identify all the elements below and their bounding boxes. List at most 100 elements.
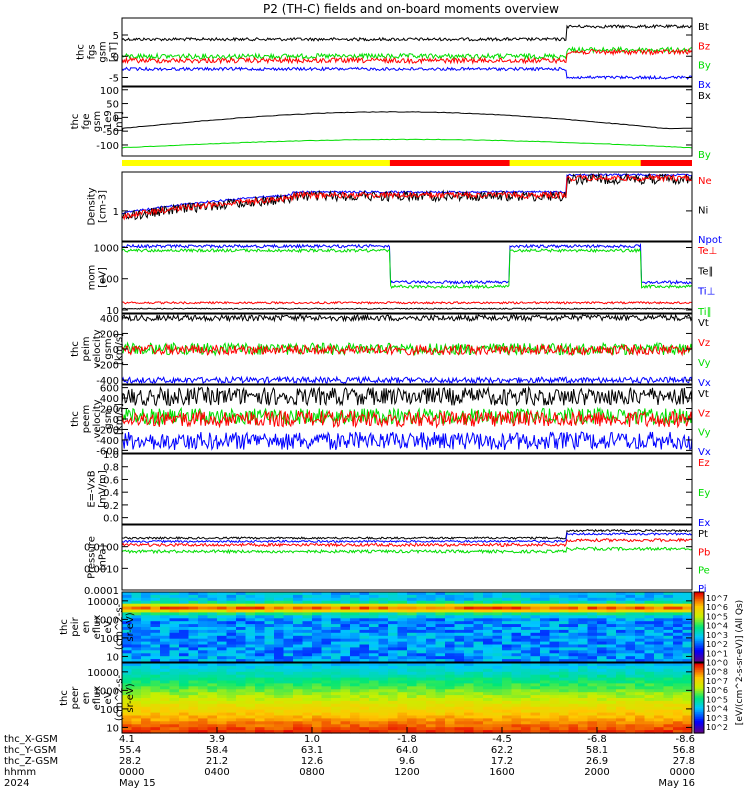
ytick-label-peim: -400 <box>96 376 119 387</box>
ylabel-line: peir <box>70 616 81 636</box>
ylabel-line: en <box>81 621 92 634</box>
colorbar-tick: 10^7 <box>706 677 728 686</box>
ylabel-line: Density <box>87 187 98 225</box>
colorbar-tick: 10^2 <box>706 723 728 732</box>
panel-frame-pressure <box>121 524 693 591</box>
xtick-label-hhmm: 2000 <box>584 767 609 778</box>
legend-peem-1: Vz <box>698 408 710 419</box>
series-bz <box>121 48 693 65</box>
ytick-label-peim: -200 <box>96 361 119 372</box>
colorbar-tick: 10^2 <box>706 640 728 649</box>
legend-density-2: Npot <box>698 235 722 246</box>
ytick-label-peem: -400 <box>96 436 119 447</box>
legend-peem-0: Vt <box>698 389 709 400</box>
ylabel-line: gsm <box>92 111 103 132</box>
legend-fge-0: Bx <box>698 91 711 102</box>
legend-fgs-3: Bx <box>698 80 711 91</box>
chart-title: P2 (TH-C) fields and on-board moments ov… <box>263 2 559 16</box>
mode-bar-red-1 <box>389 160 510 166</box>
series-vz <box>121 409 693 429</box>
ytick-label-fgs: 0 <box>113 52 119 63</box>
ylabel-density: Density [cm-3] <box>87 187 109 225</box>
legend-density-1: Ni <box>698 206 708 217</box>
series-te-par <box>121 307 693 310</box>
legend-peem-2: Vy <box>698 428 711 439</box>
ytick-label-fgs: 5 <box>113 31 119 42</box>
xaxis-row-label: hhmm <box>4 767 36 778</box>
ylabel-line: en <box>81 692 92 705</box>
colorbar-tick: 10^4 <box>706 622 728 631</box>
series-bx <box>121 66 693 81</box>
ylabel-line: thc <box>59 690 70 706</box>
ytick-label-fge: -50 <box>103 127 119 138</box>
ylabel-line: gsm <box>103 408 114 429</box>
legend-fgs-2: By <box>698 61 711 72</box>
ylabel-line: peem <box>81 405 92 433</box>
ylabel-temp: mom [eV] <box>87 265 109 291</box>
legend-peim-0: Vt <box>698 318 709 329</box>
series-pt <box>121 528 693 541</box>
legend-peim-3: Vx <box>698 378 711 389</box>
ytick-label-peem: 200 <box>100 405 119 416</box>
colorbar-tick: 10^5 <box>706 695 728 704</box>
mode-bar-red-2 <box>640 160 692 166</box>
ylabel-line: gsm <box>98 41 109 62</box>
xtick-label-hhmm: 0000 <box>119 767 144 778</box>
ylabel-line: velocity <box>92 399 103 438</box>
panel-efield: 1.0 0.80.6 0.4 0.2 0.0 E=-VxB [mV/m] Ez Ey Ex <box>87 450 711 529</box>
xtick-label-x: 3.9 <box>209 734 225 745</box>
ylabel-line: thc <box>59 619 70 635</box>
panel-frame-fgs <box>121 17 693 87</box>
ylabel-peem: thc peem velocity gsm [km/s] <box>70 399 125 438</box>
xtick-label-hhmm: 1600 <box>489 767 514 778</box>
series-bt <box>121 23 693 42</box>
panel-peim: 400 200 0 -200 -400 thc peim velocity gsm [km/s] V… <box>70 313 711 389</box>
xtick-label-y: 55.4 <box>119 745 141 756</box>
series-vt <box>121 313 693 323</box>
legend-fge-1: By <box>698 150 711 161</box>
xtick-label-x: -1.8 <box>397 734 417 745</box>
ylabel-peim: thc peim velocity gsm [km/s] <box>70 329 125 368</box>
ytick-label-peir: 1000 <box>94 615 119 626</box>
ylabel-line: peer <box>70 686 81 710</box>
xtick-label-x: -8.6 <box>675 734 695 745</box>
series-vx <box>121 431 693 451</box>
ytick-label-peer: 10000 <box>87 668 119 679</box>
ytick-label-density: 1 <box>113 207 119 218</box>
ylabel-line: [eV] <box>98 267 109 288</box>
ylabel-line: [mV/m] <box>98 470 109 508</box>
ylabel-line: (cm^2-s- <box>114 674 125 721</box>
panel-temp: 1000 100 10 mom [eV] Te⊥ Te∥ Ti⊥ Ti∥ <box>87 241 717 318</box>
xtick-label-x: -4.5 <box>492 734 512 745</box>
colorbar-tick: 10^6 <box>706 603 728 612</box>
colorbar-tick: 10^8 <box>706 668 728 677</box>
ylabel-line: [km/s] <box>114 333 125 365</box>
ylabel-fge: thc fge gsm -1e9 [nT] <box>70 110 125 133</box>
xtick-label-date: May 15 <box>119 778 156 789</box>
xtick-label-hhmm: 0000 <box>670 767 695 778</box>
xtick-label-hhmm: 0800 <box>299 767 324 778</box>
series-ne <box>121 173 693 221</box>
ytick-label-peem: 400 <box>100 394 119 405</box>
ytick-label-pressure: 0.0010 <box>84 564 119 575</box>
ylabel-efield: E=-VxB [mV/m] <box>87 470 109 508</box>
xtick-label-date: May 16 <box>658 778 695 789</box>
legend-peim-1: Vz <box>698 338 710 349</box>
colorbar-label: [eV/(cm^2-s-sr-eV)] (All Qs) <box>735 600 745 725</box>
ylabel-peir: thc peir en eflux eV (cm^2-s-sr-eV) <box>59 603 136 650</box>
spectrogram-peir: 10000 1000 100 10 thc peir en eflux eV (cm^2-s-sr… <box>59 591 693 663</box>
legend-fgs-1: Bz <box>698 41 710 52</box>
ytick-label-temp: 10 <box>106 306 119 317</box>
ylabel-line: eV <box>103 620 114 633</box>
legend-efield-1: Ey <box>698 488 710 499</box>
panel-frame-efield <box>121 453 693 525</box>
legend-density-0: Ne <box>698 176 712 187</box>
ytick-label-fge: -100 <box>96 141 119 152</box>
colorbar-tick: 10^6 <box>706 686 728 695</box>
panel-frame-peir <box>121 591 693 663</box>
ytick-label-fge: 100 <box>100 86 119 97</box>
ytick-label-peer: 10 <box>106 723 119 734</box>
ytick-label-peer: 100 <box>100 705 119 716</box>
ylabel-line: thc <box>70 114 81 130</box>
